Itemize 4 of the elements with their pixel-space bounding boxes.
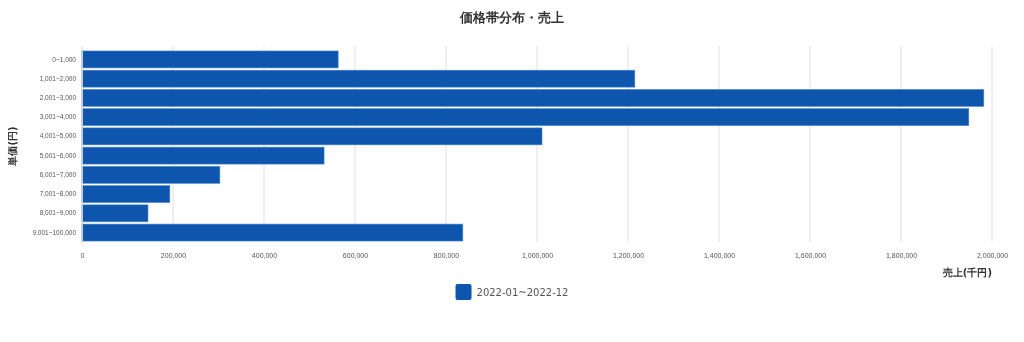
y-axis-title: 単価(円) [7,126,18,167]
x-axis-title: 売上(千円) [942,267,992,278]
chart-title: 価格帯分布・売上 [459,10,564,25]
legend-label: 2022-01~2022-12 [476,287,569,298]
